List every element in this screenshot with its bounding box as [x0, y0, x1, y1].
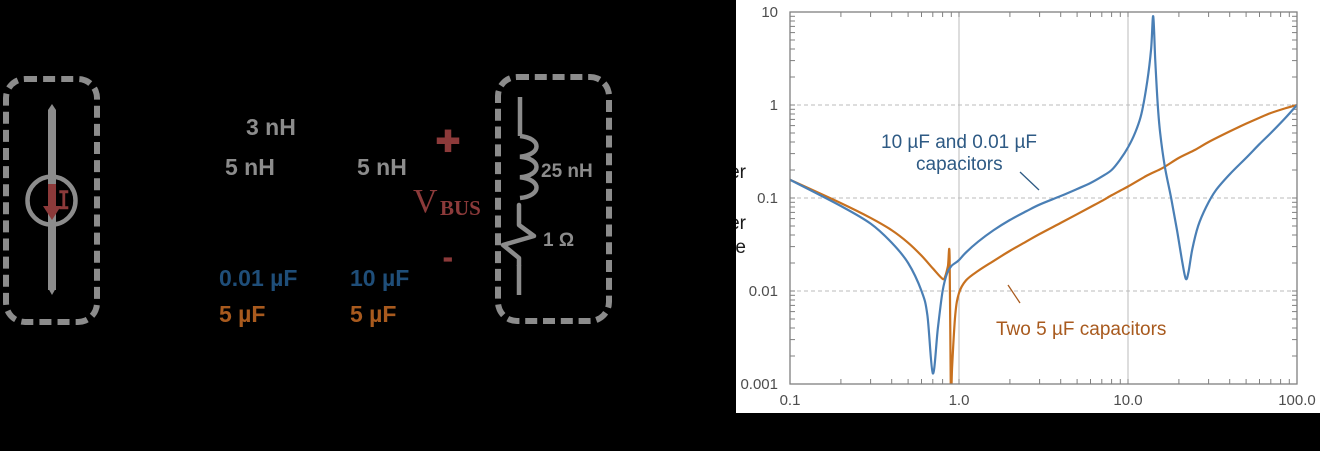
svg-text:10 µF: 10 µF [350, 265, 409, 291]
svg-text:100.0: 100.0 [1278, 392, 1316, 409]
svg-text:1: 1 [770, 97, 778, 114]
svg-text:Two 5 µF capacitors: Two 5 µF capacitors [996, 319, 1166, 340]
svg-text:1 Ω: 1 Ω [543, 230, 574, 251]
svg-text:BUS: BUS [440, 196, 481, 220]
svg-text:5 µF: 5 µF [350, 301, 396, 327]
svg-text:0.1: 0.1 [757, 190, 778, 207]
svg-text:1.0: 1.0 [949, 392, 970, 409]
svg-text:3 nH: 3 nH [246, 114, 296, 140]
svg-text:5 µF: 5 µF [219, 301, 265, 327]
svg-text:10 µF and 0.01 µF: 10 µF and 0.01 µF [881, 132, 1037, 153]
svg-text:5 nH: 5 nH [225, 154, 275, 180]
svg-text:0.1: 0.1 [780, 392, 801, 409]
svg-text:10: 10 [761, 4, 778, 21]
svg-text:25 nH: 25 nH [541, 161, 593, 182]
svg-text:capacitors: capacitors [916, 154, 1003, 175]
svg-text:0.01: 0.01 [749, 283, 778, 300]
svg-text:V: V [413, 183, 438, 220]
svg-text:Power: Power [692, 162, 747, 183]
svg-text:0.01 µF: 0.01 µF [219, 265, 297, 291]
svg-text:10.0: 10.0 [1113, 392, 1142, 409]
svg-text:0.001: 0.001 [740, 376, 778, 393]
svg-text:5 nH: 5 nH [357, 154, 407, 180]
svg-text:Transfer: Transfer [676, 213, 747, 234]
svg-text:Impedance: Impedance [652, 237, 746, 258]
